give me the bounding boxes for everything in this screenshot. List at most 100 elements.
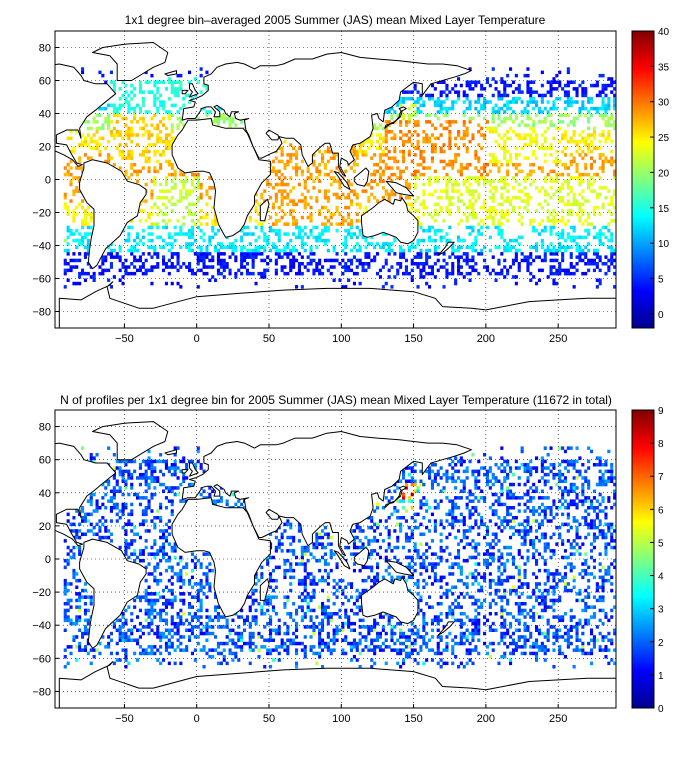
data-cell xyxy=(543,582,547,586)
data-cell xyxy=(451,163,455,167)
data-cell xyxy=(254,588,258,593)
data-cell xyxy=(130,126,134,131)
data-cell xyxy=(535,186,539,190)
data-cell xyxy=(208,278,212,282)
data-cell xyxy=(352,245,356,249)
data-cell xyxy=(474,176,478,180)
data-cell xyxy=(563,585,567,589)
data-cell xyxy=(503,80,507,84)
data-cell xyxy=(523,123,527,127)
data-cell xyxy=(95,146,99,150)
data-cell xyxy=(156,582,160,586)
data-cell xyxy=(295,641,299,646)
data-cell xyxy=(433,615,437,619)
data-cell xyxy=(500,621,504,626)
data-cell xyxy=(402,90,406,94)
data-cell xyxy=(480,87,484,91)
data-cell xyxy=(280,641,284,646)
data-cell xyxy=(121,116,125,121)
data-cell xyxy=(468,139,472,144)
panel-title: N of profiles per 1x1 degree bin for 200… xyxy=(60,393,612,407)
data-cell xyxy=(329,215,333,220)
data-cell xyxy=(430,97,434,101)
data-cell xyxy=(318,641,322,646)
data-cell xyxy=(295,608,299,613)
data-cell xyxy=(506,163,510,167)
data-cell xyxy=(540,100,544,104)
data-cell xyxy=(598,585,602,589)
data-cell xyxy=(474,179,478,183)
data-cell xyxy=(445,113,449,117)
data-cell xyxy=(303,585,307,589)
data-cell xyxy=(147,90,151,94)
data-cell xyxy=(598,235,602,240)
data-cell xyxy=(511,245,515,249)
data-cell xyxy=(228,120,232,124)
data-cell xyxy=(78,242,82,246)
data-cell xyxy=(352,638,356,642)
data-cell xyxy=(144,651,148,656)
data-cell xyxy=(566,103,570,108)
data-cell xyxy=(566,628,570,632)
data-cell xyxy=(182,186,186,190)
data-cell xyxy=(546,80,550,84)
data-cell xyxy=(584,262,588,266)
data-cell xyxy=(500,215,504,220)
data-cell xyxy=(413,83,417,88)
data-cell xyxy=(419,103,423,108)
data-cell xyxy=(190,202,194,207)
data-cell xyxy=(292,219,296,223)
data-cell xyxy=(378,268,382,273)
data-cell xyxy=(72,219,76,223)
data-cell xyxy=(454,585,458,589)
data-cell xyxy=(549,585,553,589)
data-cell xyxy=(164,612,168,616)
data-cell xyxy=(326,238,330,243)
data-cell xyxy=(271,159,275,164)
data-cell xyxy=(81,268,85,273)
data-cell xyxy=(338,212,342,216)
data-cell xyxy=(569,608,573,613)
data-cell xyxy=(173,598,177,603)
data-cell xyxy=(240,229,244,233)
data-cell xyxy=(587,229,591,233)
data-cell xyxy=(118,245,122,249)
data-cell xyxy=(549,212,553,216)
data-cell xyxy=(532,149,536,154)
data-cell xyxy=(592,136,596,141)
data-cell xyxy=(196,116,200,121)
data-cell xyxy=(430,271,434,276)
data-cell xyxy=(283,602,287,606)
data-cell xyxy=(584,229,588,233)
data-cell xyxy=(266,602,270,606)
data-cell xyxy=(162,212,166,216)
data-cell xyxy=(156,592,160,596)
data-cell xyxy=(72,575,76,580)
data-cell xyxy=(205,621,209,626)
data-cell xyxy=(503,248,507,253)
data-cell xyxy=(159,635,163,639)
data-cell xyxy=(164,635,168,639)
data-cell xyxy=(483,245,487,249)
data-cell xyxy=(384,166,388,170)
data-cell xyxy=(451,252,455,256)
data-cell xyxy=(410,628,414,632)
data-cell xyxy=(532,588,536,593)
data-cell xyxy=(350,202,354,207)
data-cell xyxy=(535,100,539,104)
data-cell xyxy=(430,568,434,573)
land-outline xyxy=(58,281,616,328)
data-cell xyxy=(494,212,498,216)
data-cell xyxy=(471,258,475,263)
data-cell xyxy=(384,136,388,141)
data-cell xyxy=(332,245,336,249)
data-cell xyxy=(378,146,382,150)
data-cell xyxy=(485,618,489,623)
data-cell xyxy=(592,615,596,619)
data-cell xyxy=(211,648,215,652)
data-cell xyxy=(494,126,498,131)
data-cell xyxy=(150,645,154,649)
data-cell xyxy=(326,605,330,609)
data-cell xyxy=(150,281,154,286)
data-cell xyxy=(228,255,232,259)
